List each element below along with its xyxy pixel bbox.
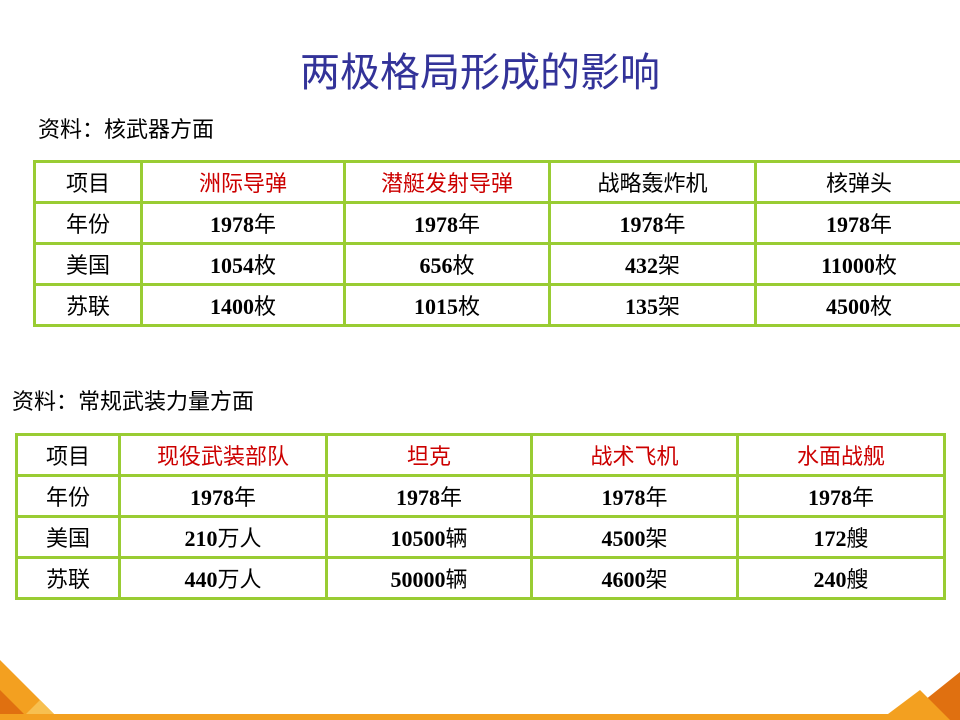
data-cell: 440万人	[118, 556, 328, 600]
corner-shape	[0, 660, 60, 720]
header-cell: 现役武装部队	[118, 433, 328, 477]
data-cell: 50000辆	[325, 556, 533, 600]
row-label: 苏联	[15, 556, 121, 600]
data-cell: 1978年	[548, 201, 757, 245]
corner-shape	[0, 690, 30, 720]
row-label: 美国	[33, 242, 143, 286]
corner-shape	[880, 690, 950, 720]
section-label: 资料：核武器方面	[38, 118, 215, 143]
table-row: 年份 1978年 1978年 1978年 1978年	[33, 201, 960, 245]
data-cell: 4500枚	[754, 283, 960, 327]
data-cell: 1054枚	[140, 242, 346, 286]
data-cell: 1015枚	[343, 283, 551, 327]
data-cell: 1978年	[736, 474, 946, 518]
data-cell: 240艘	[736, 556, 946, 600]
data-cell: 1978年	[140, 201, 346, 245]
data-cell: 1978年	[118, 474, 328, 518]
corner-shape	[900, 672, 960, 720]
data-cell: 10500辆	[325, 515, 533, 559]
slide-title: 两极格局形成的影响	[300, 50, 660, 96]
header-cell: 潜艇发射导弹	[343, 160, 551, 204]
conventional-table: 项目 现役武装部队 坦克 战术飞机 水面战舰 年份 1978年 1978年 1978年 1978年…	[15, 433, 946, 600]
header-cell: 项目	[33, 160, 143, 204]
nuclear-table: 项目 洲际导弹 潜艇发射导弹 战略轰炸机 核弹头 年份 1978年 1978年 1978年 197…	[33, 160, 960, 327]
data-cell: 4500架	[530, 515, 739, 559]
table-row: 美国 210万人 10500辆 4500架 172艘	[15, 515, 946, 559]
data-cell: 432架	[548, 242, 757, 286]
table-row: 美国 1054枚 656枚 432架 11000枚	[33, 242, 960, 286]
header-cell: 战术飞机	[530, 433, 739, 477]
header-row: 项目 洲际导弹 潜艇发射导弹 战略轰炸机 核弹头	[33, 160, 960, 204]
table-row: 年份 1978年 1978年 1978年 1978年	[15, 474, 946, 518]
data-cell: 1978年	[343, 201, 551, 245]
row-label: 苏联	[33, 283, 143, 327]
row-label: 年份	[33, 201, 143, 245]
data-cell: 210万人	[118, 515, 328, 559]
header-row: 项目 现役武装部队 坦克 战术飞机 水面战舰	[15, 433, 946, 477]
table-row: 苏联 440万人 50000辆 4600架 240艘	[15, 556, 946, 600]
data-cell: 656枚	[343, 242, 551, 286]
data-cell: 135架	[548, 283, 757, 327]
data-cell: 1978年	[530, 474, 739, 518]
row-label: 美国	[15, 515, 121, 559]
data-cell: 11000枚	[754, 242, 960, 286]
bottom-bar	[0, 714, 960, 720]
corner-shape	[20, 700, 60, 720]
header-cell: 项目	[15, 433, 121, 477]
data-cell: 1978年	[325, 474, 533, 518]
data-cell: 1978年	[754, 201, 960, 245]
table-row: 苏联 1400枚 1015枚 135架 4500枚	[33, 283, 960, 327]
row-label: 年份	[15, 474, 121, 518]
data-cell: 4600架	[530, 556, 739, 600]
header-cell: 核弹头	[754, 160, 960, 204]
header-cell: 洲际导弹	[140, 160, 346, 204]
section-label: 资料：常规武装力量方面	[12, 390, 255, 415]
header-cell: 战略轰炸机	[548, 160, 757, 204]
header-cell: 坦克	[325, 433, 533, 477]
data-cell: 1400枚	[140, 283, 346, 327]
header-cell: 水面战舰	[736, 433, 946, 477]
data-cell: 172艘	[736, 515, 946, 559]
